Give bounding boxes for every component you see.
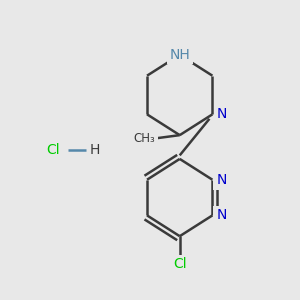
Text: N: N — [217, 107, 227, 121]
Text: CH₃: CH₃ — [133, 132, 155, 145]
Text: Cl: Cl — [173, 257, 187, 272]
Text: H: H — [90, 143, 100, 157]
Text: N: N — [216, 173, 226, 187]
Text: N: N — [216, 208, 226, 222]
Text: NH: NH — [169, 48, 190, 62]
Text: Cl: Cl — [46, 143, 60, 157]
